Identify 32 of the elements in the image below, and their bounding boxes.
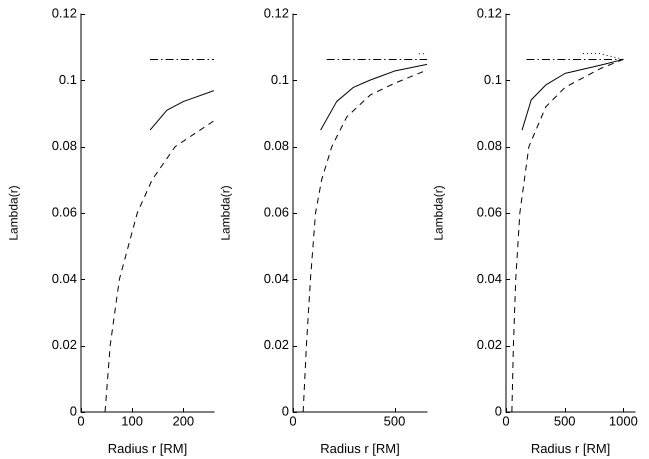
y-tick-label: 0.06 — [476, 204, 502, 220]
y-tick-label: 0.08 — [264, 138, 289, 154]
y-axis-title: Lambda(r) — [218, 185, 233, 241]
y-tick-label: 0.12 — [52, 6, 77, 21]
x-tick-label: 500 — [384, 413, 406, 428]
y-tick-label: 0 — [282, 404, 289, 419]
y-tick-label: 0.1 — [484, 72, 502, 87]
y-tick-label: 0.04 — [476, 270, 502, 286]
y-axis-title: Lambda(r) — [6, 185, 21, 241]
y-tick-label: 0.04 — [264, 270, 289, 286]
y-tick-label: 0 — [70, 404, 77, 419]
x-tick-label: 200 — [172, 413, 194, 428]
y-tick-label: 0.06 — [52, 204, 77, 220]
y-axis-title: Lambda(r) — [432, 185, 446, 241]
x-tick-label: 500 — [554, 413, 576, 428]
y-tick-label: 0.06 — [264, 204, 289, 220]
y-tick-label: 0 — [494, 404, 502, 419]
x-axis-title: Radius r [RM] — [320, 440, 400, 456]
y-tick-label: 0.02 — [264, 337, 289, 352]
y-tick-label: 0.1 — [58, 72, 77, 87]
x-tick-label: 100 — [121, 413, 144, 428]
y-tick-label: 0.08 — [52, 138, 77, 154]
x-axis-title: Radius r [RM] — [530, 440, 610, 456]
x-tick-label: 1000 — [608, 413, 638, 428]
y-tick-label: 0.1 — [270, 72, 289, 87]
y-tick-label: 0.08 — [476, 138, 502, 154]
y-tick-label: 0.02 — [476, 337, 502, 352]
x-axis-title: Radius r [RM] — [108, 440, 188, 456]
y-tick-label: 0.04 — [52, 270, 77, 286]
y-tick-label: 0.12 — [476, 6, 502, 21]
y-tick-label: 0.12 — [264, 6, 289, 21]
y-tick-label: 0.02 — [52, 337, 77, 352]
